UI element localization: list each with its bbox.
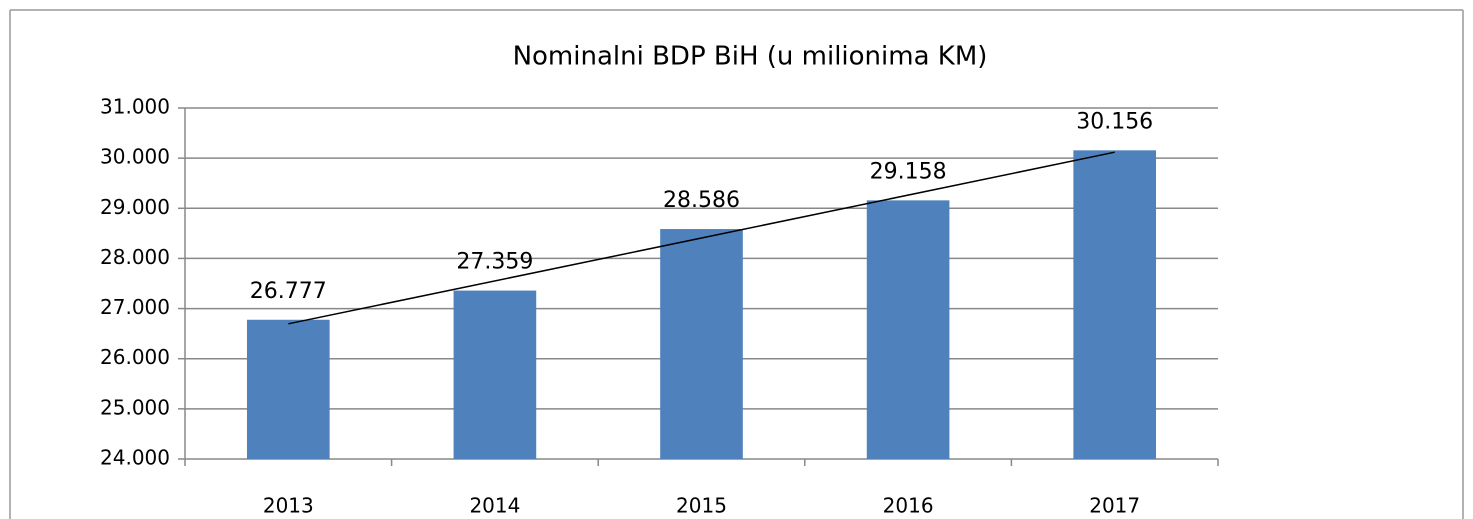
y-tick-label: 25.000 (100, 395, 170, 419)
data-label: 26.777 (250, 279, 327, 304)
data-label: 29.158 (870, 159, 947, 184)
data-label: 28.586 (663, 188, 740, 213)
data-label: 27.359 (456, 250, 533, 275)
x-tick-label: 2017 (1089, 494, 1140, 518)
bar (866, 200, 950, 459)
x-tick-label: 2015 (676, 494, 727, 518)
y-tick-label: 29.000 (100, 195, 170, 219)
y-tick-label: 24.000 (100, 446, 170, 470)
y-tick-label: 28.000 (100, 245, 170, 269)
trend-line (288, 151, 1115, 325)
y-tick-label: 30.000 (100, 145, 170, 169)
bar (246, 319, 330, 459)
chart-frame (9, 9, 1464, 519)
y-tick-label: 27.000 (100, 295, 170, 319)
y-tick-label: 26.000 (100, 345, 170, 369)
chart-title: Nominalni BDP BiH (u milionima KM) (513, 42, 988, 72)
bar (1073, 150, 1157, 460)
x-tick-label: 2014 (469, 494, 520, 518)
data-label: 30.156 (1076, 109, 1153, 134)
x-tick-label: 2016 (883, 494, 934, 518)
bar (453, 290, 537, 459)
y-tick-label: 31.000 (100, 95, 170, 119)
x-tick-label: 2013 (263, 494, 314, 518)
bar (660, 229, 743, 459)
